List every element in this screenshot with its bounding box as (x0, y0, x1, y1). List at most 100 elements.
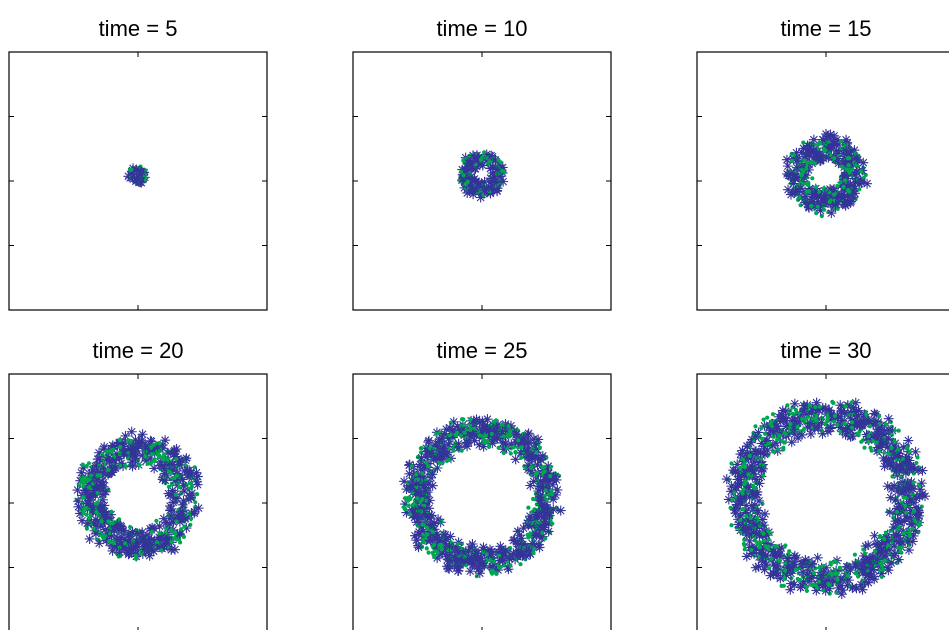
star-point (849, 169, 860, 180)
dot-point (511, 445, 516, 450)
star-point (741, 530, 752, 541)
dot-point (753, 486, 758, 491)
star-point (167, 464, 178, 475)
star-point (425, 535, 436, 546)
star-point (543, 468, 554, 479)
star-point (741, 500, 752, 511)
dot-point (481, 192, 486, 197)
dot-point (415, 496, 420, 501)
star-point (777, 405, 788, 416)
star-point (407, 510, 418, 521)
dot-point (877, 449, 882, 454)
star-point (793, 433, 804, 444)
star-point (893, 554, 904, 565)
star-point (128, 443, 139, 454)
subplot-time-15: time = 15 (696, 16, 949, 311)
star-point (90, 461, 101, 472)
star-point (532, 459, 543, 470)
star-point (159, 468, 170, 479)
dot-point (843, 178, 848, 183)
star-point (131, 164, 142, 175)
star-point (434, 535, 445, 546)
star-point (786, 189, 797, 200)
star-point (814, 200, 825, 211)
dot-point (181, 534, 186, 540)
dot-point (825, 416, 831, 421)
dot-point (783, 543, 788, 548)
star-point (528, 476, 539, 487)
dot-point (761, 531, 766, 536)
star-point (543, 507, 554, 518)
star-point (114, 547, 125, 558)
star-point (920, 491, 931, 502)
star-point (84, 533, 95, 544)
star-point (891, 465, 902, 476)
star-point (502, 561, 513, 572)
star-point (901, 452, 912, 463)
star-point (798, 558, 809, 569)
star-point (512, 551, 523, 562)
dot-point (484, 552, 489, 557)
dot-point (776, 558, 781, 564)
dot-point (832, 419, 837, 424)
dot-point (426, 464, 431, 469)
star-point (466, 161, 477, 172)
dot-point (548, 464, 554, 469)
dot-point (762, 431, 768, 436)
dot-point (420, 471, 425, 476)
dot-point (843, 404, 848, 409)
dot-point (793, 567, 798, 573)
dot-point (894, 509, 899, 515)
dot-point (531, 546, 536, 551)
star-point (75, 508, 86, 519)
dot-point (451, 448, 456, 453)
star-point (429, 524, 440, 535)
dot-point (825, 412, 830, 418)
scatter-points (781, 128, 873, 219)
subplot-title: time = 5 (99, 16, 178, 41)
dot-point (838, 180, 843, 185)
subplot-title: time = 10 (436, 16, 527, 41)
star-point (414, 527, 425, 538)
star-point (174, 528, 185, 539)
star-point (123, 171, 134, 182)
star-point (889, 550, 900, 561)
dot-point (526, 535, 531, 540)
star-point (899, 457, 910, 468)
dot-point (877, 535, 883, 540)
star-point (510, 437, 521, 448)
star-point (788, 178, 799, 189)
star-point (817, 134, 828, 145)
dot-point (782, 576, 787, 582)
star-point (863, 569, 874, 580)
star-point (849, 145, 860, 156)
star-point (847, 582, 858, 593)
star-point (448, 416, 459, 427)
dot-point (461, 173, 466, 178)
dot-point (164, 526, 169, 531)
dot-point (516, 438, 521, 443)
star-point (477, 160, 488, 171)
star-point (876, 568, 887, 579)
star-point (481, 149, 492, 160)
dot-point (157, 441, 162, 446)
star-point (903, 435, 914, 446)
dot-point (839, 164, 845, 169)
star-point (154, 460, 165, 471)
star-point (552, 484, 563, 495)
star-point (118, 449, 129, 460)
star-point (516, 533, 527, 544)
star-point (883, 433, 894, 444)
dot-point (806, 189, 812, 194)
dot-point (84, 512, 89, 517)
star-point (826, 414, 837, 425)
star-point (73, 501, 84, 512)
star-point (492, 185, 503, 196)
dot-point (741, 507, 746, 512)
star-point (746, 542, 757, 553)
star-point (158, 513, 169, 524)
dot-point (482, 438, 487, 443)
star-point (108, 455, 119, 466)
star-point (484, 423, 495, 434)
dot-point (485, 156, 490, 161)
